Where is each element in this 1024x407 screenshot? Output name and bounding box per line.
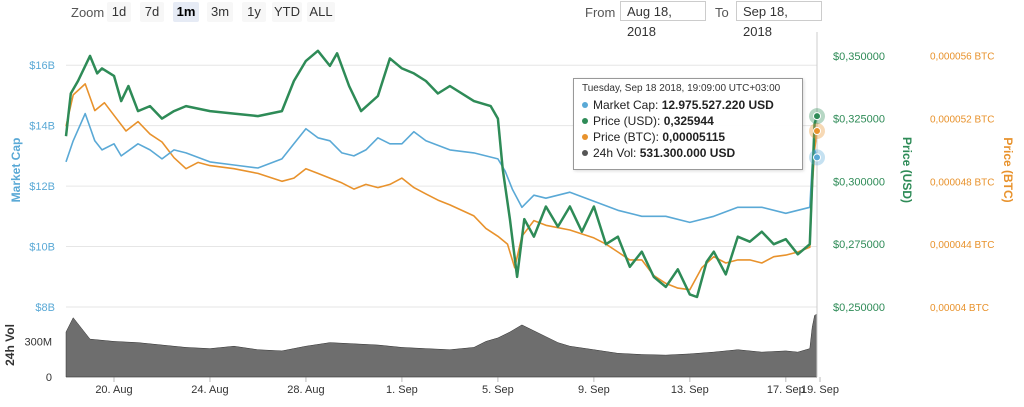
price-btc-tick-label: 0,000056 BTC [930,52,995,63]
hover-marker [813,112,821,121]
market-cap-tick-label: $14B [29,121,55,133]
x-tick-label: 13. Sep [671,384,709,396]
tooltip-row-price-btc: Price (BTC): 0,00005115 [582,129,794,145]
tooltip-row-market-cap: Market Cap: 12.975.527.220 USD [582,97,794,113]
volume-tick-label: 0 [46,372,52,384]
price-usd-tick-label: $0,350000 [833,51,885,63]
tooltip-label: 24h Vol: [593,146,637,160]
x-tick-label: 9. Sep [578,384,610,396]
hover-marker [813,127,821,135]
price-usd-tick-label: $0,325000 [833,114,885,126]
x-tick-label: 1. Sep [386,384,418,396]
x-tick-label: 5. Sep [482,384,514,396]
to-date-input[interactable]: Sep 18, 2018 [736,1,822,39]
volume-area [65,313,818,378]
tooltip-label: Market Cap: [593,98,659,112]
volume-series [65,313,818,378]
to-label: To [715,5,729,20]
tooltip-value: 0,00005115 [662,130,726,144]
tooltip-row-volume: 24h Vol: 531.300.000 USD [582,145,794,161]
market-cap-axis: $8B $10B $12B $14B $16B [29,60,55,314]
from-date-input[interactable]: Aug 18, 2018 [620,1,706,39]
price-btc-line [65,83,818,291]
price-usd-line [64,49,819,299]
volume-axis: 0 300M [24,336,52,384]
price-usd-tick-label: $0,300000 [833,176,885,188]
zoom-3m-button[interactable]: 3m [207,2,233,22]
x-tick-label: 28. Aug [287,384,324,396]
tooltip-label: Price (USD): [593,114,661,128]
tooltip-value: 531.300.000 USD [639,146,736,160]
volume-tick-label: 300M [24,336,52,348]
zoom-1m-button[interactable]: 1m [173,2,199,22]
from-label: From [585,5,616,20]
price-btc-tick-label: 0,000044 BTC [930,240,995,251]
tooltip-row-price-usd: Price (USD): 0,325944 [582,113,794,129]
price-btc-tick-label: 0,000052 BTC [930,114,995,125]
volume-dot-icon [582,150,588,156]
hover-tooltip: Tuesday, Sep 18 2018, 19:09:00 UTC+03:00… [573,78,803,170]
tooltip-value: 12.975.527.220 USD [661,98,774,112]
price-usd-axis: $0,250000 $0,275000 $0,300000 $0,325000 $0,3… [833,51,885,314]
x-tick-label: 20. Aug [95,384,132,396]
hover-marker [813,153,821,162]
chart-toolbar: Zoom 1d 7d 1m 3m 1y YTD ALL From Aug 18,… [0,0,1024,39]
price-usd-dot-icon [582,118,588,124]
x-tick-label: 17. Sep [767,384,805,396]
zoom-7d-button[interactable]: 7d [140,2,164,22]
market-cap-line [65,112,818,224]
tooltip-header: Tuesday, Sep 18 2018, 19:09:00 UTC+03:00 [582,83,781,94]
market-cap-tick-label: $12B [29,181,55,193]
x-tick-label: 24. Aug [191,384,228,396]
market-cap-tick-label: $8B [35,302,55,314]
price-usd-tick-label: $0,275000 [833,239,885,251]
zoom-label: Zoom [71,5,105,20]
price-btc-dot-icon [582,134,588,140]
price-btc-tick-label: 0,000048 BTC [930,177,995,188]
market-cap-tick-label: $16B [29,60,55,72]
price-btc-tick-label: 0,00004 BTC [930,303,989,314]
market-cap-dot-icon [582,102,588,108]
price-series [64,49,819,299]
price-usd-tick-label: $0,250000 [833,302,885,314]
zoom-ytd-button[interactable]: YTD [272,2,302,22]
price-usd-axis-title: Price (USD) [900,137,914,203]
x-axis: 20. Aug 24. Aug 28. Aug 1. Sep 5. Sep 9. Sep 1… [95,377,839,396]
tooltip-label: Price (BTC): [593,130,659,144]
hover-markers [809,108,825,166]
market-cap-tick-label: $10B [29,242,55,254]
zoom-1y-button[interactable]: 1y [242,2,266,22]
price-btc-axis: 0,00004 BTC 0,000044 BTC 0,000048 BTC 0,000… [930,52,995,314]
zoom-1d-button[interactable]: 1d [107,2,131,22]
price-btc-axis-title: Price (BTC) [1001,137,1015,202]
market-cap-axis-title: Market Cap [9,138,23,203]
volume-axis-title: 24h Vol [3,324,17,366]
tooltip-value: 0,325944 [663,114,714,128]
x-tick-label: 19. Sep [801,384,839,396]
zoom-all-button[interactable]: ALL [307,2,335,22]
